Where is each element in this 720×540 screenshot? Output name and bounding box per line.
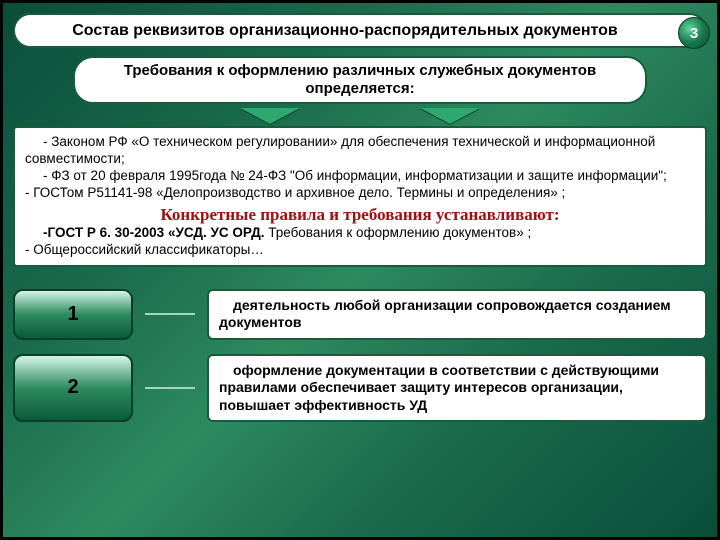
page-number-badge: 3	[678, 17, 710, 49]
down-arrow-icon	[420, 108, 480, 124]
title-bar: Состав реквизитов организационно-распоря…	[13, 13, 707, 48]
content-line: - Законом РФ «О техническом регулировани…	[25, 134, 695, 168]
down-arrow-icon	[240, 108, 300, 124]
connector-line	[145, 387, 195, 389]
content-line: - ФЗ от 20 февраля 1995года № 24-ФЗ "Об …	[25, 168, 695, 185]
connector-line	[145, 313, 195, 315]
subtitle-bar: Требования к оформлению различных служеб…	[73, 56, 647, 104]
note-text-box: оформление документации в соответствии с…	[207, 354, 707, 423]
note-row: 2 оформление документации в соответствии…	[13, 354, 707, 423]
note-number-pill: 2	[13, 354, 133, 423]
content-box: - Законом РФ «О техническом регулировани…	[13, 126, 707, 267]
content-line: - ГОСТом Р51141-98 «Делопроизводство и а…	[25, 185, 695, 202]
note-row: 1 деятельность любой организации сопрово…	[13, 289, 707, 340]
page-title: Состав реквизитов организационно-распоря…	[35, 21, 655, 40]
content-line: - Общероссийский классификаторы…	[25, 242, 695, 259]
arrow-row	[13, 108, 707, 124]
content-span: Требования к оформлению документов» ;	[268, 225, 531, 240]
note-number-pill: 1	[13, 289, 133, 340]
content-bold: -ГОСТ Р 6. 30-2003 «УСД. УС ОРД.	[43, 225, 268, 240]
content-line: -ГОСТ Р 6. 30-2003 «УСД. УС ОРД. Требова…	[25, 225, 695, 242]
note-text-box: деятельность любой организации сопровожд…	[207, 289, 707, 340]
content-red-heading: Конкретные правила и требования устанавл…	[25, 204, 695, 225]
